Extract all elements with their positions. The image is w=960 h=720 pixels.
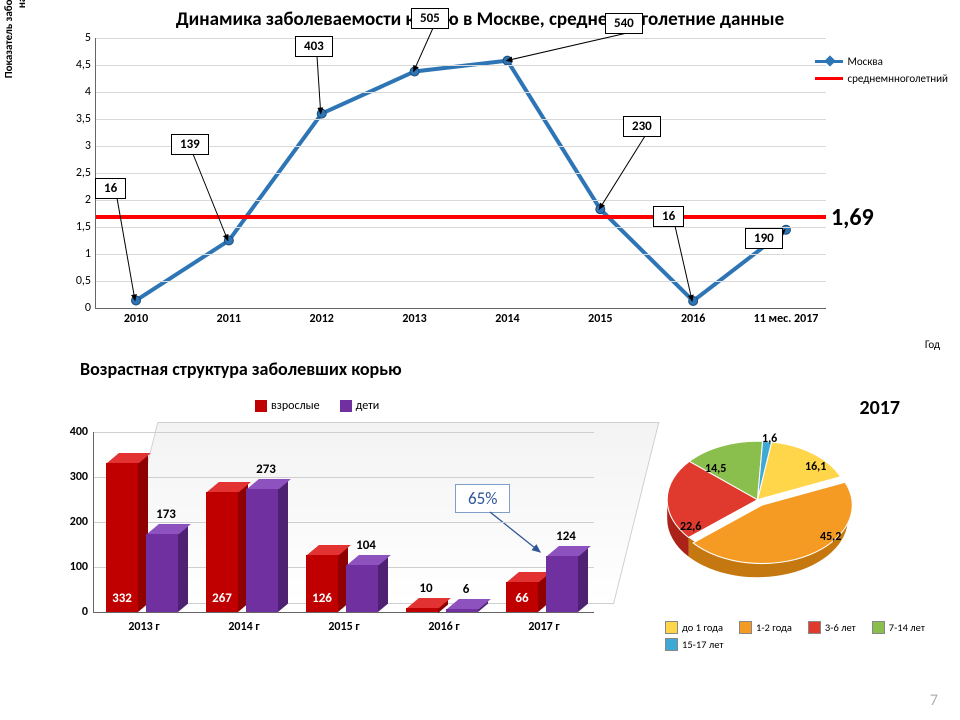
bar-ytick: 200 [56,515,88,529]
line-callout: 16 [653,206,684,227]
line-ytick: 3 [61,139,91,153]
line-callout: 230 [623,116,661,137]
line-callout: 403 [295,36,333,57]
line-ytick: 5 [61,31,91,45]
bar-legend-item: взрослые [255,399,320,413]
line-chart-ylabel: Показатель заболеваемости на 100 тыс. на… [2,0,28,88]
bar-xtick: 2014 г [199,620,289,634]
line-xtick: 11 мес. 2017 [746,312,826,326]
line-chart: Показатель заболеваемости на 100 тыс. на… [30,33,930,348]
bar-ytick: 0 [56,605,88,619]
bar: 267 [206,492,238,612]
line-chart-legend: Москва среднемнноголетний [815,55,948,89]
page-title: Динамика заболеваемости корью в Москве, … [0,0,960,33]
pie-chart-title: 2017 [859,396,900,420]
bar: 273 [246,489,278,612]
page-number: 7 [930,691,938,710]
line-xtick: 2014 [467,312,547,326]
line-xtick: 2012 [282,312,362,326]
line-callout: 505 [411,8,449,29]
bar-ytick: 300 [56,470,88,484]
bar: 104 [346,565,378,612]
bar: 6 [446,609,478,612]
bar: 126 [306,555,338,612]
line-callout: 540 [605,13,643,34]
pie-slice-label: 45,2 [820,530,841,544]
bar-xtick: 2015 г [299,620,389,634]
line-chart-plot: 00,511,522,533,544,552010201120122013201… [95,38,826,309]
bar-ytick: 100 [56,560,88,574]
bar-chart-plot: 01002003004002013 г3321732014 г267273201… [93,432,594,613]
line-callout: 139 [171,134,209,155]
line-xtick: 2013 [375,312,455,326]
line-ytick: 1 [61,247,91,261]
line-ytick: 0 [61,301,91,315]
pie-legend-item: 15-17 лет [665,638,723,651]
pie-legend-item: 3-6 лет [808,621,856,634]
line-chart-xlabel: Год [925,338,940,351]
pie-slice-label: 22,6 [680,520,701,534]
avg-value-label: 1,69 [831,203,874,232]
bar-xtick: 2017 г [499,620,589,634]
pie-legend-item: 1-2 года [739,621,792,634]
bottom-row: взрослыедети 01002003004002013 г33217320… [0,384,960,684]
line-callout: 16 [95,178,126,199]
subtitle: Возрастная структура заболевших корью [0,348,960,384]
line-xtick: 2010 [96,312,176,326]
bar-chart: взрослыедети 01002003004002013 г33217320… [55,399,615,649]
bar: 66 [506,582,538,612]
line-xtick: 2011 [189,312,269,326]
bar: 173 [146,534,178,612]
pie-legend-item: 7-14 лет [872,621,925,634]
line-ytick: 4,5 [61,58,91,72]
bar: 10 [406,608,438,613]
bar: 124 [546,556,578,612]
pie-slice-label: 14,5 [705,462,726,476]
pie-chart-svg [650,420,865,590]
line-ytick: 0,5 [61,274,91,288]
pie-chart-legend: до 1 года 1-2 года 3-6 лет 7-14 лет 15-17 ле… [665,621,935,651]
legend-row: среднемнноголетний [815,72,948,85]
line-ytick: 3,5 [61,112,91,126]
pie-slice-label: 1,6 [762,432,777,446]
pie-chart: 2017 до 1 года 1-2 года 3-6 лет 7-14 лет 15-… [640,396,940,651]
line-xtick: 2015 [560,312,640,326]
bar-xtick: 2016 г [399,620,489,634]
bar-ytick: 400 [56,425,88,439]
line-ytick: 4 [61,85,91,99]
pie-legend-item: до 1 года [665,621,723,634]
pie-slice-label: 16,1 [805,460,826,474]
line-ytick: 2,5 [61,166,91,180]
line-ytick: 1,5 [61,220,91,234]
line-callout: 190 [745,228,783,249]
bar: 332 [106,463,138,612]
bar-legend-item: дети [340,399,380,413]
bar-chart-legend: взрослые дети [255,399,379,413]
bar-xtick: 2013 г [99,620,189,634]
line-xtick: 2016 [653,312,733,326]
line-ytick: 2 [61,193,91,207]
legend-row: Москва [815,55,948,68]
